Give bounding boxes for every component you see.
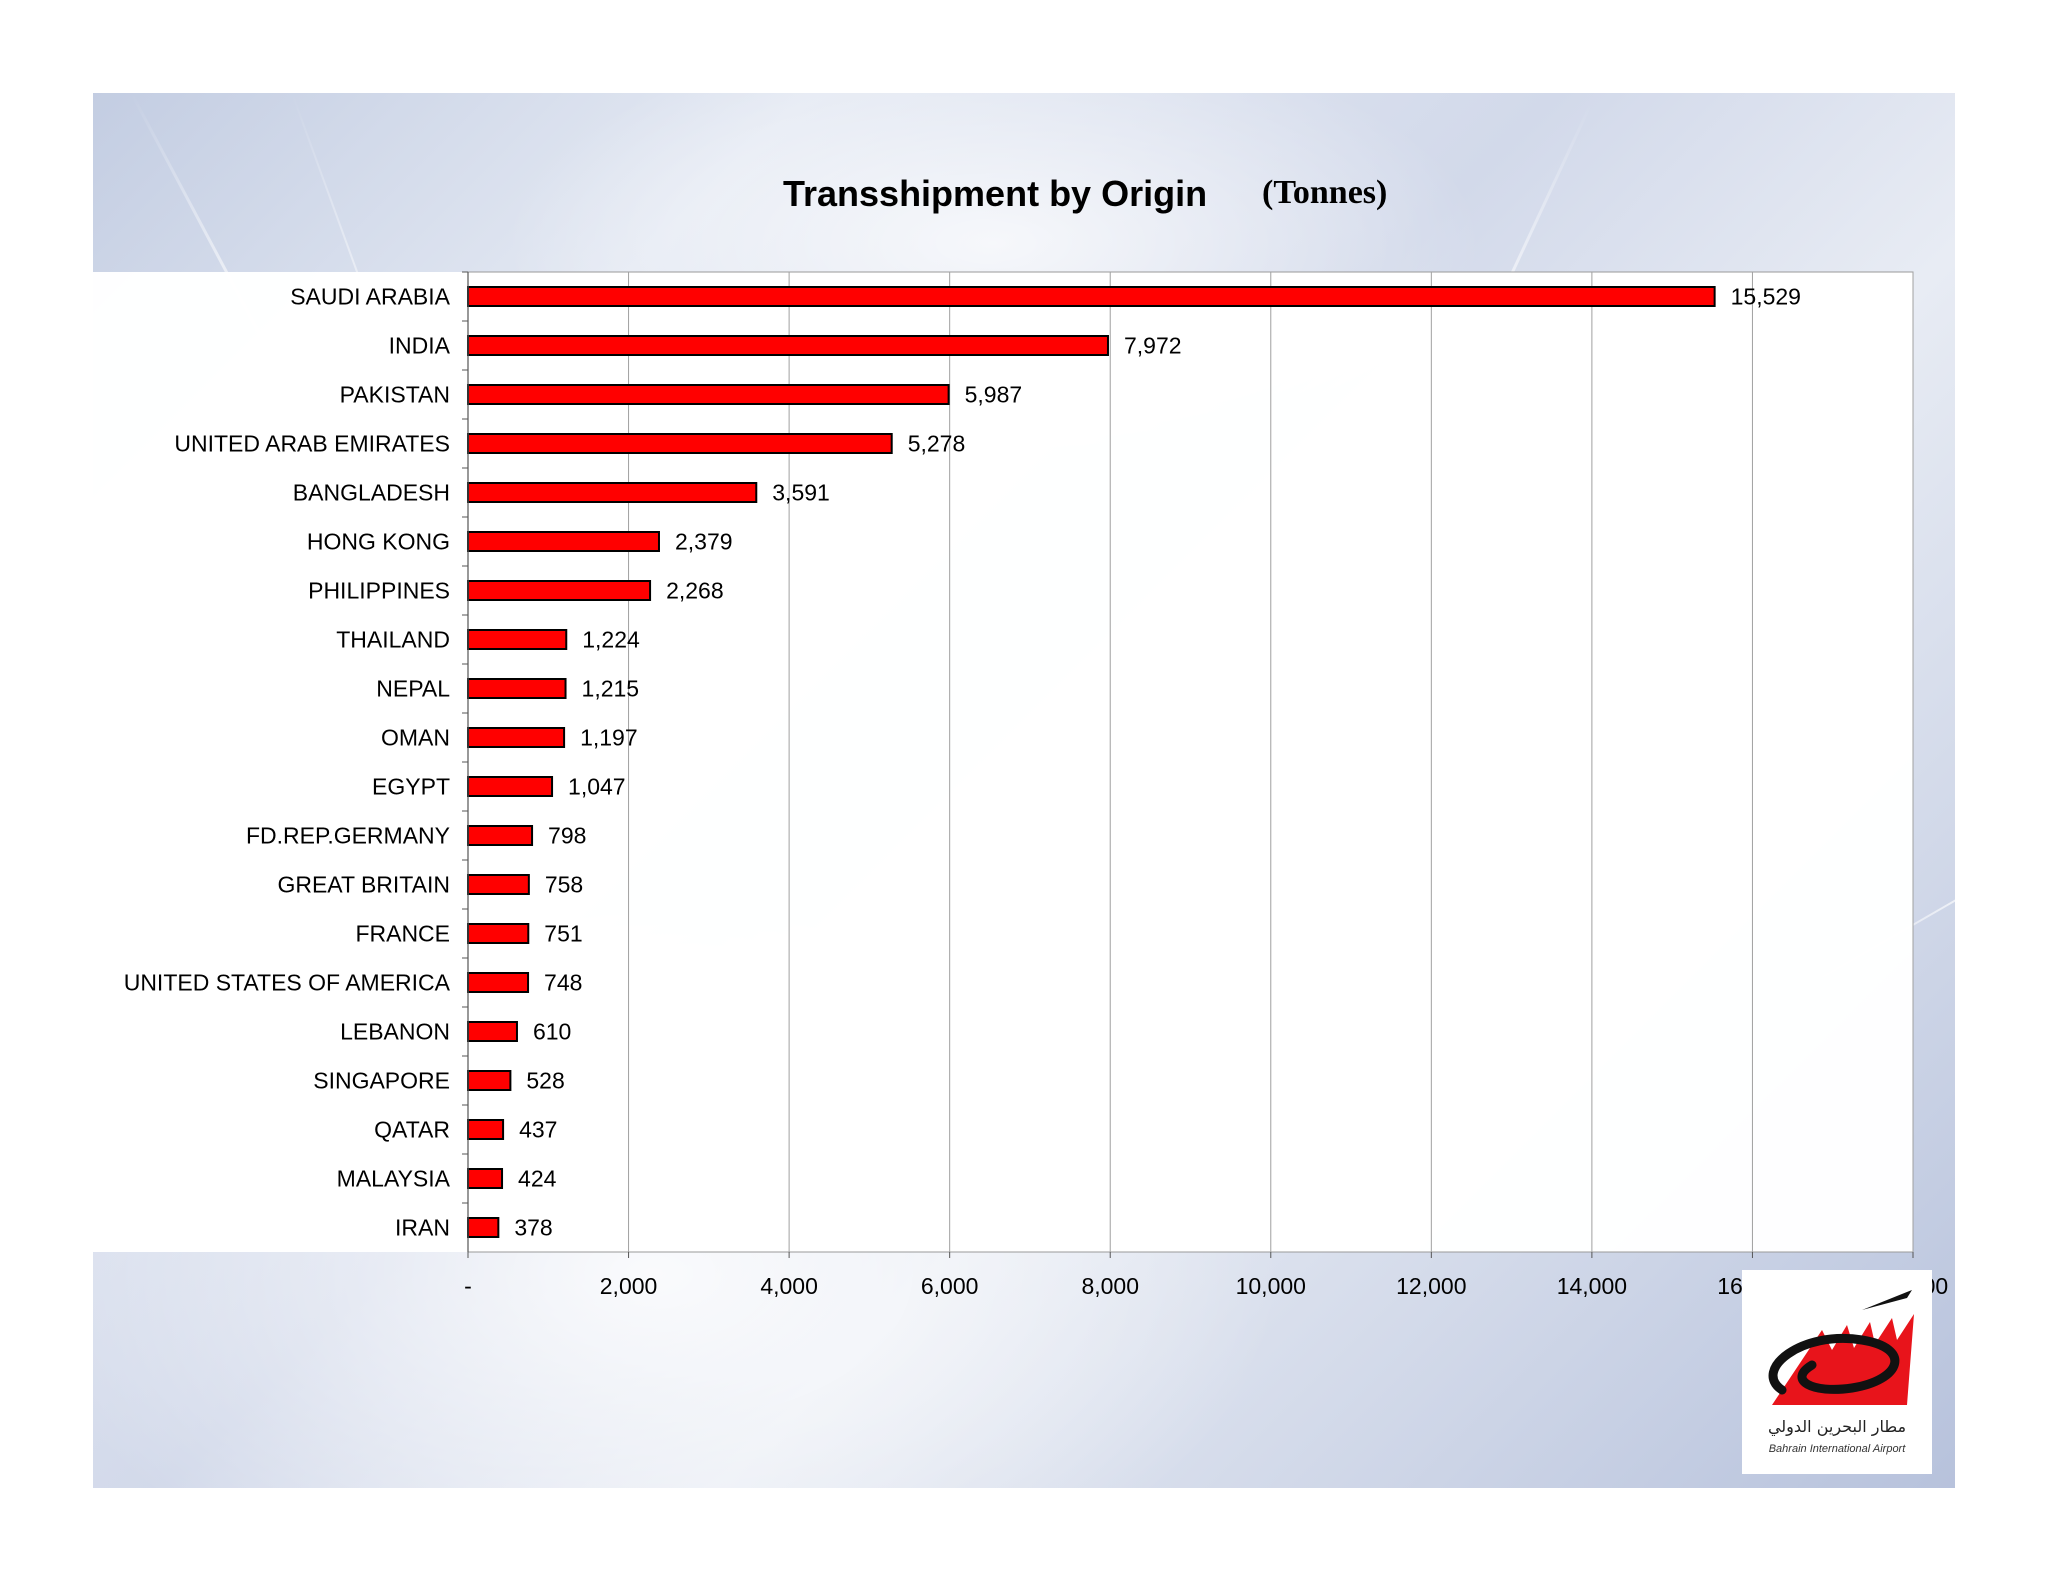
bar-value-label: 1,047 [568,774,626,800]
bar-value-label: 7,972 [1124,333,1182,359]
bar-value-label: 2,379 [675,529,733,555]
bar [467,727,566,748]
plot-area [93,272,1913,1252]
x-tick-label: 4,000 [760,1273,818,1299]
y-category-label: NEPAL [376,676,450,702]
bar [467,825,534,846]
y-category-label: FRANCE [355,921,450,947]
y-category-label: OMAN [381,725,450,751]
bar [467,286,1716,307]
bar [467,482,758,503]
y-category-label: UNITED ARAB EMIRATES [174,431,450,457]
x-tick-label: - [464,1273,472,1299]
y-category-label: IRAN [395,1215,450,1241]
x-tick-label: 8,000 [1081,1273,1139,1299]
bar-value-label: 798 [548,823,586,849]
y-category-label: UNITED STATES OF AMERICA [124,970,451,996]
bar-value-label: 15,529 [1731,284,1801,310]
bar-value-label: 1,197 [580,725,638,751]
bar-value-label: 751 [544,921,582,947]
airport-logo: مطار البحرين الدولي Bahrain Internationa… [1742,1270,1932,1474]
y-category-label: FD.REP.GERMANY [246,823,450,849]
y-category-label: INDIA [389,333,451,359]
x-tick-label: 10,000 [1236,1273,1306,1299]
bar [467,580,652,601]
gridlines [628,272,1914,1252]
y-category-label: MALAYSIA [337,1166,451,1192]
x-tick-label: 2,000 [600,1273,658,1299]
bar [467,678,567,699]
bar-value-label: 5,987 [965,382,1023,408]
bahrain-airport-logo-icon: مطار البحرين الدولي [1768,1290,1914,1437]
bar-value-label: 424 [518,1166,557,1192]
y-category-label: GREAT BRITAIN [277,872,450,898]
bar [467,531,660,552]
logo-arabic-caption: مطار البحرين الدولي [1768,1417,1906,1437]
bars: 15,529 7,972 5,987 5,278 3,591 2,379 2,268 1,22… [467,284,1801,1241]
axes: - 2,000 4,000 6,000 8,000 10,000 12,000 14,000 1… [124,271,1948,1299]
bar [467,874,530,895]
bar [467,972,530,993]
bar [467,335,1109,356]
bar [467,629,568,650]
y-category-label: QATAR [374,1117,450,1143]
y-category-label: BANGLADESH [293,480,450,506]
chart-title: Transshipment by Origin [783,173,1208,214]
bar-value-label: 5,278 [908,431,966,457]
bar [467,384,950,405]
bar [467,433,893,454]
bar [467,776,554,797]
bar [467,1070,512,1091]
bar-value-label: 528 [526,1068,564,1094]
y-category-label: EGYPT [372,774,450,800]
y-category-label: PAKISTAN [340,382,450,408]
bar-value-label: 748 [544,970,582,996]
bar [467,923,530,944]
bar [467,1168,504,1189]
x-tick-label: 12,000 [1396,1273,1466,1299]
bar-value-label: 2,268 [666,578,724,604]
x-tick-label: 6,000 [921,1273,979,1299]
bar-value-label: 758 [545,872,583,898]
y-category-label: HONG KONG [307,529,450,555]
bar [467,1119,505,1140]
bar-value-label: 3,591 [772,480,830,506]
bar-value-label: 1,224 [582,627,640,653]
x-tick-label: 14,000 [1557,1273,1627,1299]
bar-value-label: 1,215 [582,676,640,702]
chart-unit-label: (Tonnes) [1262,174,1388,211]
bar-value-label: 437 [519,1117,557,1143]
y-category-label: THAILAND [336,627,450,653]
y-category-label: LEBANON [340,1019,450,1045]
y-category-label: SAUDI ARABIA [290,284,450,310]
logo-caption: Bahrain International Airport [1768,1443,1906,1455]
bar-value-label: 610 [533,1019,571,1045]
y-category-label: SINGAPORE [313,1068,450,1094]
y-category-label: PHILIPPINES [308,578,450,604]
bar-value-label: 378 [514,1215,552,1241]
bar [467,1217,500,1238]
bar [467,1021,518,1042]
